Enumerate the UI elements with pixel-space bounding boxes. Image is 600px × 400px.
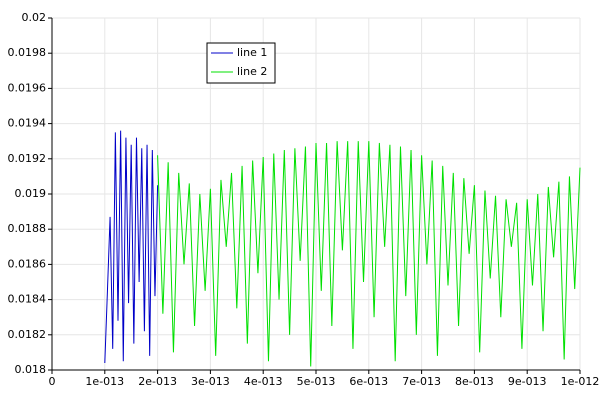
x-tick-label: 4e-013	[244, 375, 283, 388]
x-tick-label: 3e-013	[191, 375, 230, 388]
x-tick-label: 5e-013	[297, 375, 336, 388]
x-tick-label: 1e-013	[85, 375, 124, 388]
y-tick-label: 0.019	[15, 187, 47, 200]
y-tick-label: 0.02	[22, 11, 47, 24]
y-tick-label: 0.0196	[8, 81, 47, 94]
y-tick-label: 0.0198	[8, 46, 47, 59]
y-tick-label: 0.0194	[8, 117, 47, 130]
x-tick-label: 9e-013	[508, 375, 547, 388]
y-tick-label: 0.018	[15, 363, 47, 376]
legend-box	[206, 42, 276, 84]
x-tick-label: 1e-012	[561, 375, 600, 388]
x-tick-label: 7e-013	[402, 375, 441, 388]
x-tick-label: 6e-013	[349, 375, 388, 388]
y-tick-label: 0.0192	[8, 152, 47, 165]
x-tick-label: 0	[49, 375, 56, 388]
y-tick-label: 0.0182	[8, 328, 47, 341]
y-tick-label: 0.0188	[8, 222, 47, 235]
legend-label: line 2	[237, 65, 267, 78]
x-tick-label: 2e-013	[138, 375, 177, 388]
line	[104, 130, 159, 363]
x-tick-label: 8e-013	[455, 375, 494, 388]
legend-label: line 1	[237, 46, 267, 59]
y-tick-label: 0.0186	[8, 257, 47, 270]
y-tick-label: 0.0184	[8, 293, 47, 306]
line	[157, 141, 581, 367]
